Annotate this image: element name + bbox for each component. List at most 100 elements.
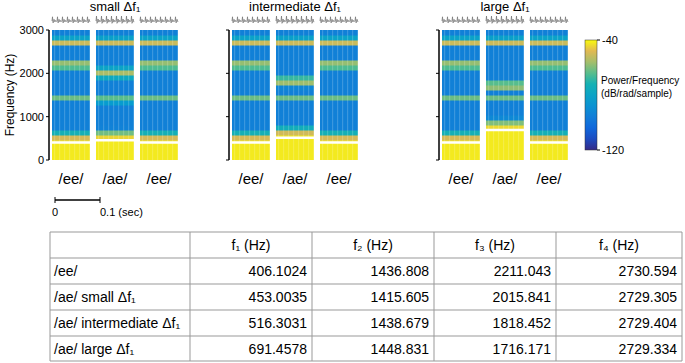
table-rule (556, 232, 557, 361)
striation (69, 30, 70, 160)
table-cell: 2729.404 (619, 315, 678, 331)
striation (537, 30, 538, 160)
axis-line (48, 30, 50, 160)
table-cell: 406.1024 (249, 263, 308, 279)
table-rule (434, 232, 435, 361)
striation (474, 30, 475, 160)
y-tick-label: 3000 (20, 24, 44, 36)
striation (89, 30, 90, 160)
table-cell: 1818.452 (493, 315, 552, 331)
striation (264, 30, 265, 160)
striation (177, 30, 178, 160)
striation (162, 30, 163, 160)
striation (552, 30, 553, 160)
colorbar-tick (597, 150, 600, 151)
striation (469, 30, 470, 160)
y-tick (436, 30, 439, 31)
table-cell: 1716.171 (493, 341, 552, 357)
striation (488, 30, 489, 160)
striation (532, 30, 533, 160)
striation (503, 30, 504, 160)
y-tick (46, 116, 49, 117)
colorbar (585, 40, 597, 150)
spectrogram (530, 30, 568, 160)
table-row-label: /ee/ (54, 263, 77, 279)
spectrogram (232, 30, 270, 160)
spectrogram (140, 30, 178, 160)
striation (298, 30, 299, 160)
table-rule (50, 336, 682, 337)
striation (337, 30, 338, 160)
table-cell: 516.3031 (249, 315, 308, 331)
table-rule (50, 232, 51, 361)
panel-title: small Δf₁ (90, 0, 141, 14)
striation (142, 30, 143, 160)
striation (327, 30, 328, 160)
y-tick-label: 2000 (20, 67, 44, 79)
colorbar-tick-label: -120 (602, 144, 624, 156)
striation (313, 30, 314, 160)
striation (557, 30, 558, 160)
waveform (276, 16, 314, 23)
y-tick (226, 116, 229, 117)
waveform (486, 16, 524, 23)
vowel-label: /ee/ (238, 170, 264, 187)
vowel-label: /ae/ (282, 170, 308, 187)
striation (79, 30, 80, 160)
striation (493, 30, 494, 160)
striation (547, 30, 548, 160)
striation (147, 30, 148, 160)
striation (508, 30, 509, 160)
waveform (442, 17, 480, 23)
y-tick (226, 160, 229, 161)
waveform (530, 17, 568, 23)
y-tick (436, 73, 439, 74)
spectrogram (96, 30, 134, 160)
table-cell: 1438.679 (371, 315, 430, 331)
striation (244, 30, 245, 160)
table-cell: 2211.043 (494, 263, 552, 279)
time-scale-bar (55, 199, 100, 201)
table-row-label: /ae/ intermediate Δf₁ (54, 315, 180, 331)
y-tick (226, 73, 229, 74)
table-cell: 453.0035 (249, 289, 308, 305)
striation (239, 30, 240, 160)
striation (308, 30, 309, 160)
striation (444, 30, 445, 160)
spectrogram (442, 30, 480, 160)
table-row-label: /ae/ small Δf₁ (54, 289, 136, 305)
panel-title: intermediate Δf₁ (249, 0, 341, 14)
striation (234, 30, 235, 160)
striation (288, 30, 289, 160)
table-rule (50, 232, 682, 233)
f1-line (276, 136, 314, 139)
striation (464, 30, 465, 160)
table-cell: 2729.305 (619, 289, 678, 305)
table-rule (312, 232, 313, 361)
table-rule (190, 232, 191, 361)
y-tick-label: 1000 (20, 111, 44, 123)
waveform (52, 17, 90, 23)
vowel-label: /ee/ (326, 170, 352, 187)
table-rule (50, 284, 682, 285)
table-rule (50, 361, 682, 362)
y-tick (46, 30, 49, 31)
colorbar-tick-label: -40 (602, 34, 618, 46)
table: f₁ (Hz)f₂ (Hz)f₃ (Hz)f₄ (Hz)/ee/406.1024… (50, 232, 682, 361)
f1-line (96, 139, 134, 142)
striation (167, 30, 168, 160)
spectrogram (276, 30, 314, 160)
figure: Frequency (Hz)small Δf₁0100020003000/ee/… (0, 0, 685, 363)
waveform (232, 17, 270, 23)
f1-line (52, 141, 90, 144)
y-tick (436, 160, 439, 161)
vowel-label: /ee/ (58, 170, 84, 187)
striation (283, 30, 284, 160)
striation (157, 30, 158, 160)
striation (332, 30, 333, 160)
vowel-label: /ee/ (536, 170, 562, 187)
table-cell: 2729.334 (619, 341, 678, 357)
f1-line (442, 141, 480, 144)
table-cell: 1448.831 (371, 341, 430, 357)
striation (342, 30, 343, 160)
